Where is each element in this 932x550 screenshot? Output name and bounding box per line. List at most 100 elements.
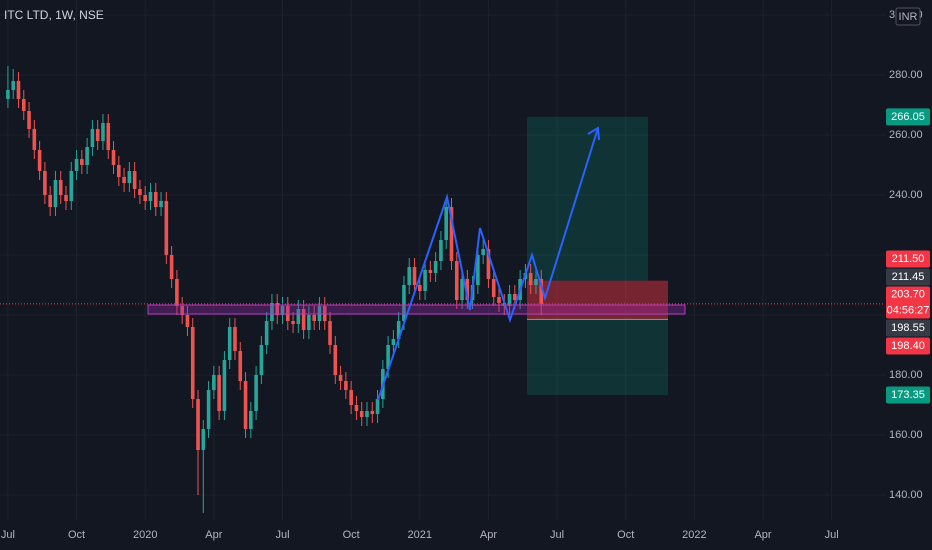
y-tick-label: 180.00 (889, 369, 923, 381)
candle-body (249, 411, 253, 430)
x-tick-label: Oct (343, 529, 360, 541)
support-zone (147, 304, 686, 315)
red-zone (527, 280, 668, 320)
candle-body (349, 390, 353, 406)
candle-body (106, 123, 111, 151)
countdown: 04:56:27 (887, 304, 930, 316)
x-tick-label: Oct (617, 529, 634, 541)
x-tick-label: 2021 (408, 529, 432, 541)
candle-body (175, 279, 179, 307)
candle-body (43, 171, 47, 196)
candle-body (85, 147, 89, 166)
drawings (0, 126, 885, 401)
candle-body (132, 171, 137, 190)
candle-body (233, 327, 237, 352)
price-label-box (886, 319, 930, 337)
position-tool (527, 116, 668, 395)
candle-body (90, 129, 95, 148)
candle-body (138, 189, 142, 196)
y-tick-label: 260.00 (889, 129, 923, 141)
price-label-box (886, 386, 930, 404)
candle-body (449, 207, 454, 262)
candle-body (359, 411, 364, 418)
candle-body (491, 279, 496, 298)
price-label: 211.50 (892, 253, 925, 265)
candle-body (439, 240, 443, 262)
candle-body (259, 345, 264, 376)
candle-body (159, 201, 163, 208)
candle-body (307, 315, 311, 331)
candle-body (254, 375, 258, 412)
candle-body (444, 207, 448, 241)
x-tick-label: Apr (205, 529, 222, 541)
candle-body (291, 321, 295, 325)
price-label-box (886, 108, 930, 126)
candle-body (417, 285, 422, 292)
stop-zone (527, 319, 668, 395)
candle-body (275, 303, 280, 316)
candle-body (270, 303, 274, 322)
pattern-line (377, 127, 599, 401)
candle-body (95, 129, 100, 142)
x-tick-label: Apr (754, 529, 771, 541)
candle-body (476, 255, 480, 286)
candle-body (117, 165, 121, 178)
candle-body (328, 321, 332, 346)
candle-body (53, 180, 58, 208)
candle-body (148, 192, 153, 202)
candle-body (296, 309, 301, 325)
candle-body (127, 171, 132, 184)
candle-body (69, 171, 74, 202)
candle-body (407, 267, 412, 286)
candle-body (32, 129, 37, 151)
candle-body (481, 249, 485, 256)
candle-body (201, 429, 206, 451)
candle-body (27, 111, 31, 130)
candle-body (11, 81, 16, 91)
price-label-box (886, 268, 930, 286)
candle-body (497, 297, 501, 304)
candle-body (58, 180, 63, 196)
candle-body (264, 321, 269, 346)
x-tick-label: Jul (1, 529, 15, 541)
candle-body (338, 375, 343, 382)
y-tick-label: 160.00 (889, 429, 923, 441)
candle-body (344, 381, 348, 391)
candle-body (238, 351, 243, 382)
y-tick-label: 240.00 (889, 189, 923, 201)
candle-body (48, 195, 52, 208)
candle-body (21, 99, 26, 112)
chart-title: ITC LTD, 1W, NSE (4, 8, 104, 22)
candle-body (190, 327, 195, 400)
candle-body (185, 315, 190, 328)
candle-body (423, 270, 427, 292)
candle-body (101, 123, 105, 142)
x-tick-label: Jul (825, 529, 839, 541)
candle-body (280, 306, 285, 316)
axes: 140.00160.00180.00200.00220.00240.00260.… (1, 9, 930, 541)
candle-body (460, 279, 464, 301)
price-label: 198.40 (891, 340, 925, 352)
candle-body (370, 411, 375, 415)
candle-body (37, 150, 42, 172)
candle-body (80, 159, 84, 166)
candle-body (534, 279, 538, 286)
candle-body (6, 90, 10, 100)
price-label: 203.70 (891, 288, 925, 300)
price-label: 266.05 (891, 111, 925, 123)
candle-body (402, 285, 406, 322)
candle-body (16, 81, 21, 100)
x-tick-label: Jul (550, 529, 564, 541)
price-label-box (886, 337, 930, 355)
candle-body (164, 201, 169, 256)
candle-body (212, 375, 216, 391)
candle-body (111, 150, 116, 166)
arrow-head (587, 126, 600, 141)
candle-body (180, 306, 184, 316)
candle-body (354, 405, 359, 412)
candle-body (486, 249, 491, 280)
x-tick-label: Apr (480, 529, 497, 541)
candle-body (386, 345, 390, 370)
candle-body (227, 327, 232, 361)
